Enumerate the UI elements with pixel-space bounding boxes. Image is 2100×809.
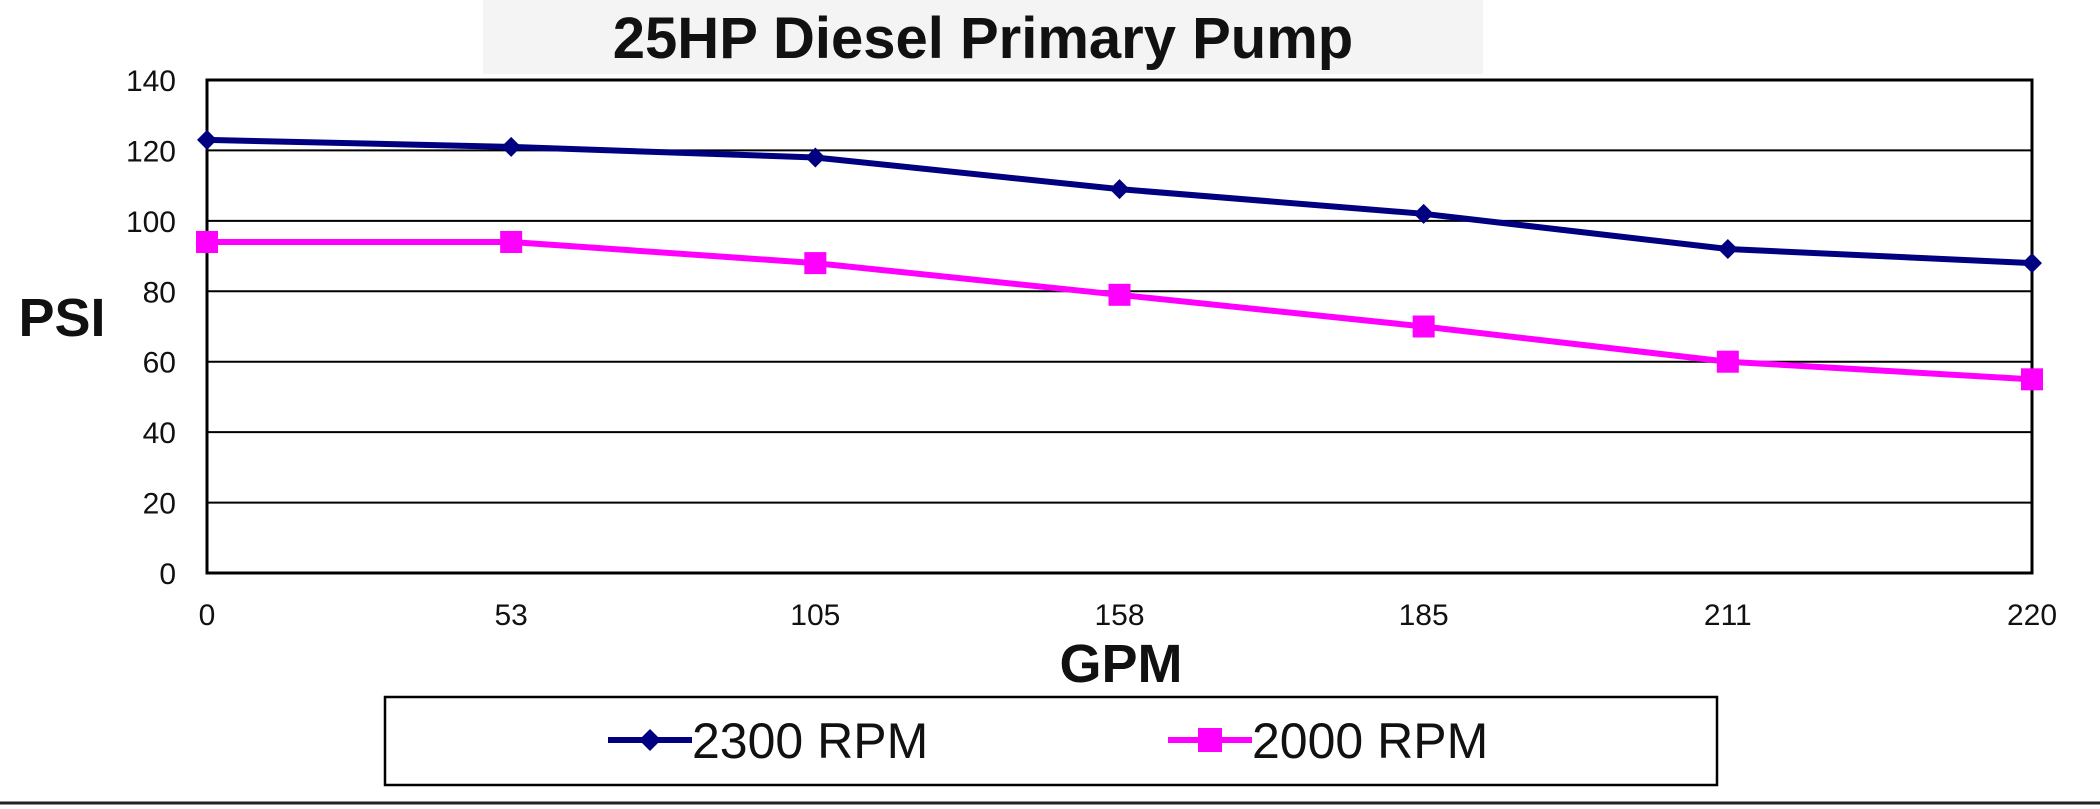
legend-label: 2300 RPM xyxy=(692,713,928,769)
legend-items: 2300 RPM 2000 RPM xyxy=(608,713,1488,769)
y-tick-label: 100 xyxy=(126,206,176,239)
x-tick-label: 105 xyxy=(790,599,840,632)
y-tick-label: 80 xyxy=(143,276,176,309)
x-tick-label: 0 xyxy=(199,599,216,632)
title-background xyxy=(483,0,1483,74)
x-axis-title: GPM xyxy=(1059,634,1182,694)
x-tick-label: 185 xyxy=(1399,599,1449,632)
x-tick-label: 53 xyxy=(494,599,527,632)
x-tick-labels: 0 53 105 158 185 211 220 xyxy=(199,599,2057,632)
data-point xyxy=(1108,283,1131,306)
plot-area: 0 20 40 60 80 100 120 140 0 53 105 158 185 211 220 xyxy=(126,65,2057,632)
y-tick-label: 140 xyxy=(126,65,176,98)
data-point xyxy=(1412,315,1435,338)
legend-label: 2000 RPM xyxy=(1252,713,1488,769)
y-tick-label: 40 xyxy=(143,417,176,450)
chart-title: 25HP Diesel Primary Pump xyxy=(613,6,1353,71)
data-point xyxy=(1109,179,1130,200)
y-tick-label: 60 xyxy=(143,347,176,380)
series-markers xyxy=(196,129,2043,391)
data-point xyxy=(805,147,826,168)
y-tick-label: 120 xyxy=(126,135,176,168)
data-point xyxy=(500,230,523,253)
y-axis-title: PSI xyxy=(18,288,105,348)
x-tick-label: 220 xyxy=(2007,599,2057,632)
data-point xyxy=(196,230,218,253)
data-point xyxy=(804,252,827,275)
y-tick-labels: 0 20 40 60 80 100 120 140 xyxy=(126,65,176,591)
data-point xyxy=(1413,203,1434,224)
legend: 2300 RPM 2000 RPM xyxy=(383,695,1719,787)
legend-box xyxy=(383,695,1719,787)
data-point xyxy=(197,129,217,150)
legend-marker xyxy=(639,729,661,751)
x-tick-label: 211 xyxy=(1704,599,1752,632)
data-point xyxy=(501,136,522,157)
plot-frame xyxy=(205,78,2034,575)
data-point xyxy=(1716,350,1739,373)
y-tick-label: 20 xyxy=(143,488,176,521)
data-point xyxy=(1717,239,1738,260)
x-tick-label: 158 xyxy=(1094,599,1144,632)
legend-marker xyxy=(1198,728,1222,752)
data-point xyxy=(2021,368,2043,391)
y-tick-label: 0 xyxy=(159,558,176,591)
data-point xyxy=(2022,253,2042,274)
